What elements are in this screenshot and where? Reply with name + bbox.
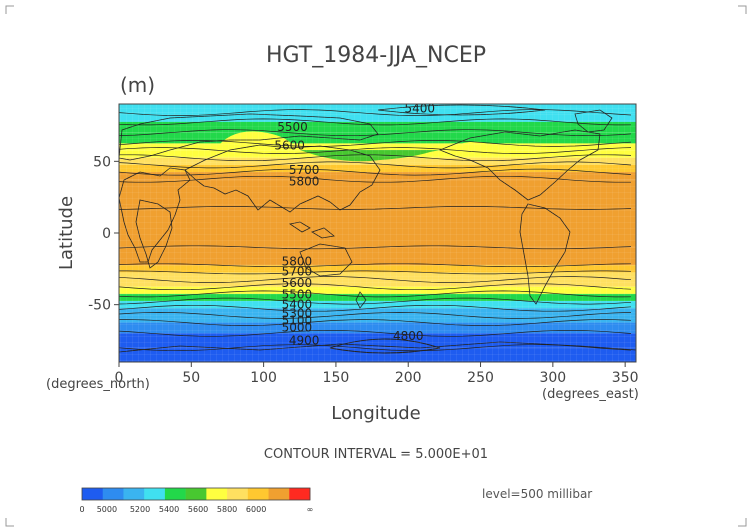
colorbar-swatch <box>268 488 290 500</box>
contour-line <box>119 140 632 147</box>
x-tick-label: 250 <box>467 370 494 386</box>
x-tick-label: 150 <box>323 370 350 386</box>
colorbar-swatch <box>227 488 249 500</box>
level-note: level=500 millibar <box>482 487 592 501</box>
contour-label: 5700 <box>289 163 320 177</box>
colorbar-tick-label: 0 <box>79 505 84 514</box>
colorbar-tick-label: 6000 <box>246 505 266 514</box>
y-tick-label: 0 <box>102 226 111 242</box>
contour-line <box>119 109 632 116</box>
colorbar: 0 5000 5200 5400 5600 5800 6000 ∞ <box>79 487 314 514</box>
colorbar-tick-label: 5800 <box>217 505 237 514</box>
contour-lines <box>119 109 632 352</box>
contour-line <box>119 175 631 183</box>
colorbar-swatch <box>185 488 207 500</box>
contour-line <box>119 344 632 352</box>
contour-label: 5600 <box>274 139 305 153</box>
contour-line <box>119 118 632 126</box>
x-unit-label: (degrees_east) <box>542 387 639 402</box>
colorbar-swatch <box>247 488 269 500</box>
colorbar-swatch <box>144 488 166 500</box>
axes: 0 50 100 150 200 250 300 350 -50 0 50 <box>88 154 638 386</box>
contour-label: 5100 <box>282 313 313 327</box>
colorbar-tick-label: 5400 <box>159 505 179 514</box>
x-tick-label: 200 <box>395 370 422 386</box>
y-tick-label: 50 <box>93 154 111 170</box>
contour-label: 5000 <box>282 321 313 335</box>
contour-label: 4800 <box>393 329 424 343</box>
colorbar-swatch <box>123 488 145 500</box>
colorbar-swatch <box>206 488 228 500</box>
colorbar-tick-label: 5000 <box>97 505 117 514</box>
contour-line <box>119 304 632 312</box>
contour-label: 5600 <box>282 276 313 290</box>
colorbar-swatch <box>164 488 186 500</box>
contour-line <box>119 161 632 169</box>
contour-label: 5400 <box>405 101 436 115</box>
x-tick-label: 100 <box>250 370 277 386</box>
contour-line <box>119 297 632 305</box>
colorbar-frame <box>81 487 311 501</box>
contour-line <box>119 147 632 154</box>
contour-label: 5500 <box>282 288 313 302</box>
x-tick-label: 0 <box>115 370 124 386</box>
contour-line <box>119 129 632 137</box>
x-tick-label: 50 <box>182 370 200 386</box>
y-axis-label: Latitude <box>56 196 77 270</box>
colorbar-swatch <box>102 488 124 500</box>
colorbar-swatch <box>82 488 104 500</box>
contour-line <box>119 283 632 291</box>
contour-line <box>119 245 632 250</box>
contour-line <box>119 270 632 275</box>
x-axis-label: Longitude <box>331 403 421 424</box>
y-tick-label: -50 <box>88 298 111 314</box>
colorbar-tick-label: 5600 <box>188 505 208 514</box>
contour-label: 5300 <box>282 306 313 320</box>
corner-marks <box>5 5 747 527</box>
plot-area: 5400550056005700580058005700560055005400… <box>119 101 636 362</box>
contour-line <box>119 276 632 283</box>
contour-label: 5400 <box>282 298 313 312</box>
contour-line <box>119 290 632 298</box>
contour-line <box>119 206 632 210</box>
colorbar-tick-label: ∞ <box>307 505 314 514</box>
units-label: (m) <box>120 73 155 97</box>
contour-labels: 5400550056005700580058005700560055005400… <box>274 101 436 348</box>
contour-label: 5500 <box>277 120 308 134</box>
contour-label: 4900 <box>289 334 320 348</box>
x-tick-label: 300 <box>539 370 566 386</box>
y-unit-label: (degrees_north) <box>46 377 150 392</box>
contour-line <box>119 263 632 268</box>
chart-title: HGT_1984-JJA_NCEP <box>266 43 486 68</box>
colorbar-tick-label: 5200 <box>130 505 150 514</box>
contour-label: 5800 <box>289 174 320 188</box>
contour-line <box>119 168 632 176</box>
contour-line <box>119 329 632 337</box>
colorbar-swatch <box>289 488 311 500</box>
contour-label: 5700 <box>282 265 313 279</box>
contour-line <box>119 154 632 162</box>
contour-interval-note: CONTOUR INTERVAL = 5.000E+01 <box>264 447 488 462</box>
contour-label: 5800 <box>282 255 313 269</box>
contour-line <box>119 319 632 326</box>
x-tick-label: 350 <box>612 370 639 386</box>
contour-line <box>119 312 632 319</box>
